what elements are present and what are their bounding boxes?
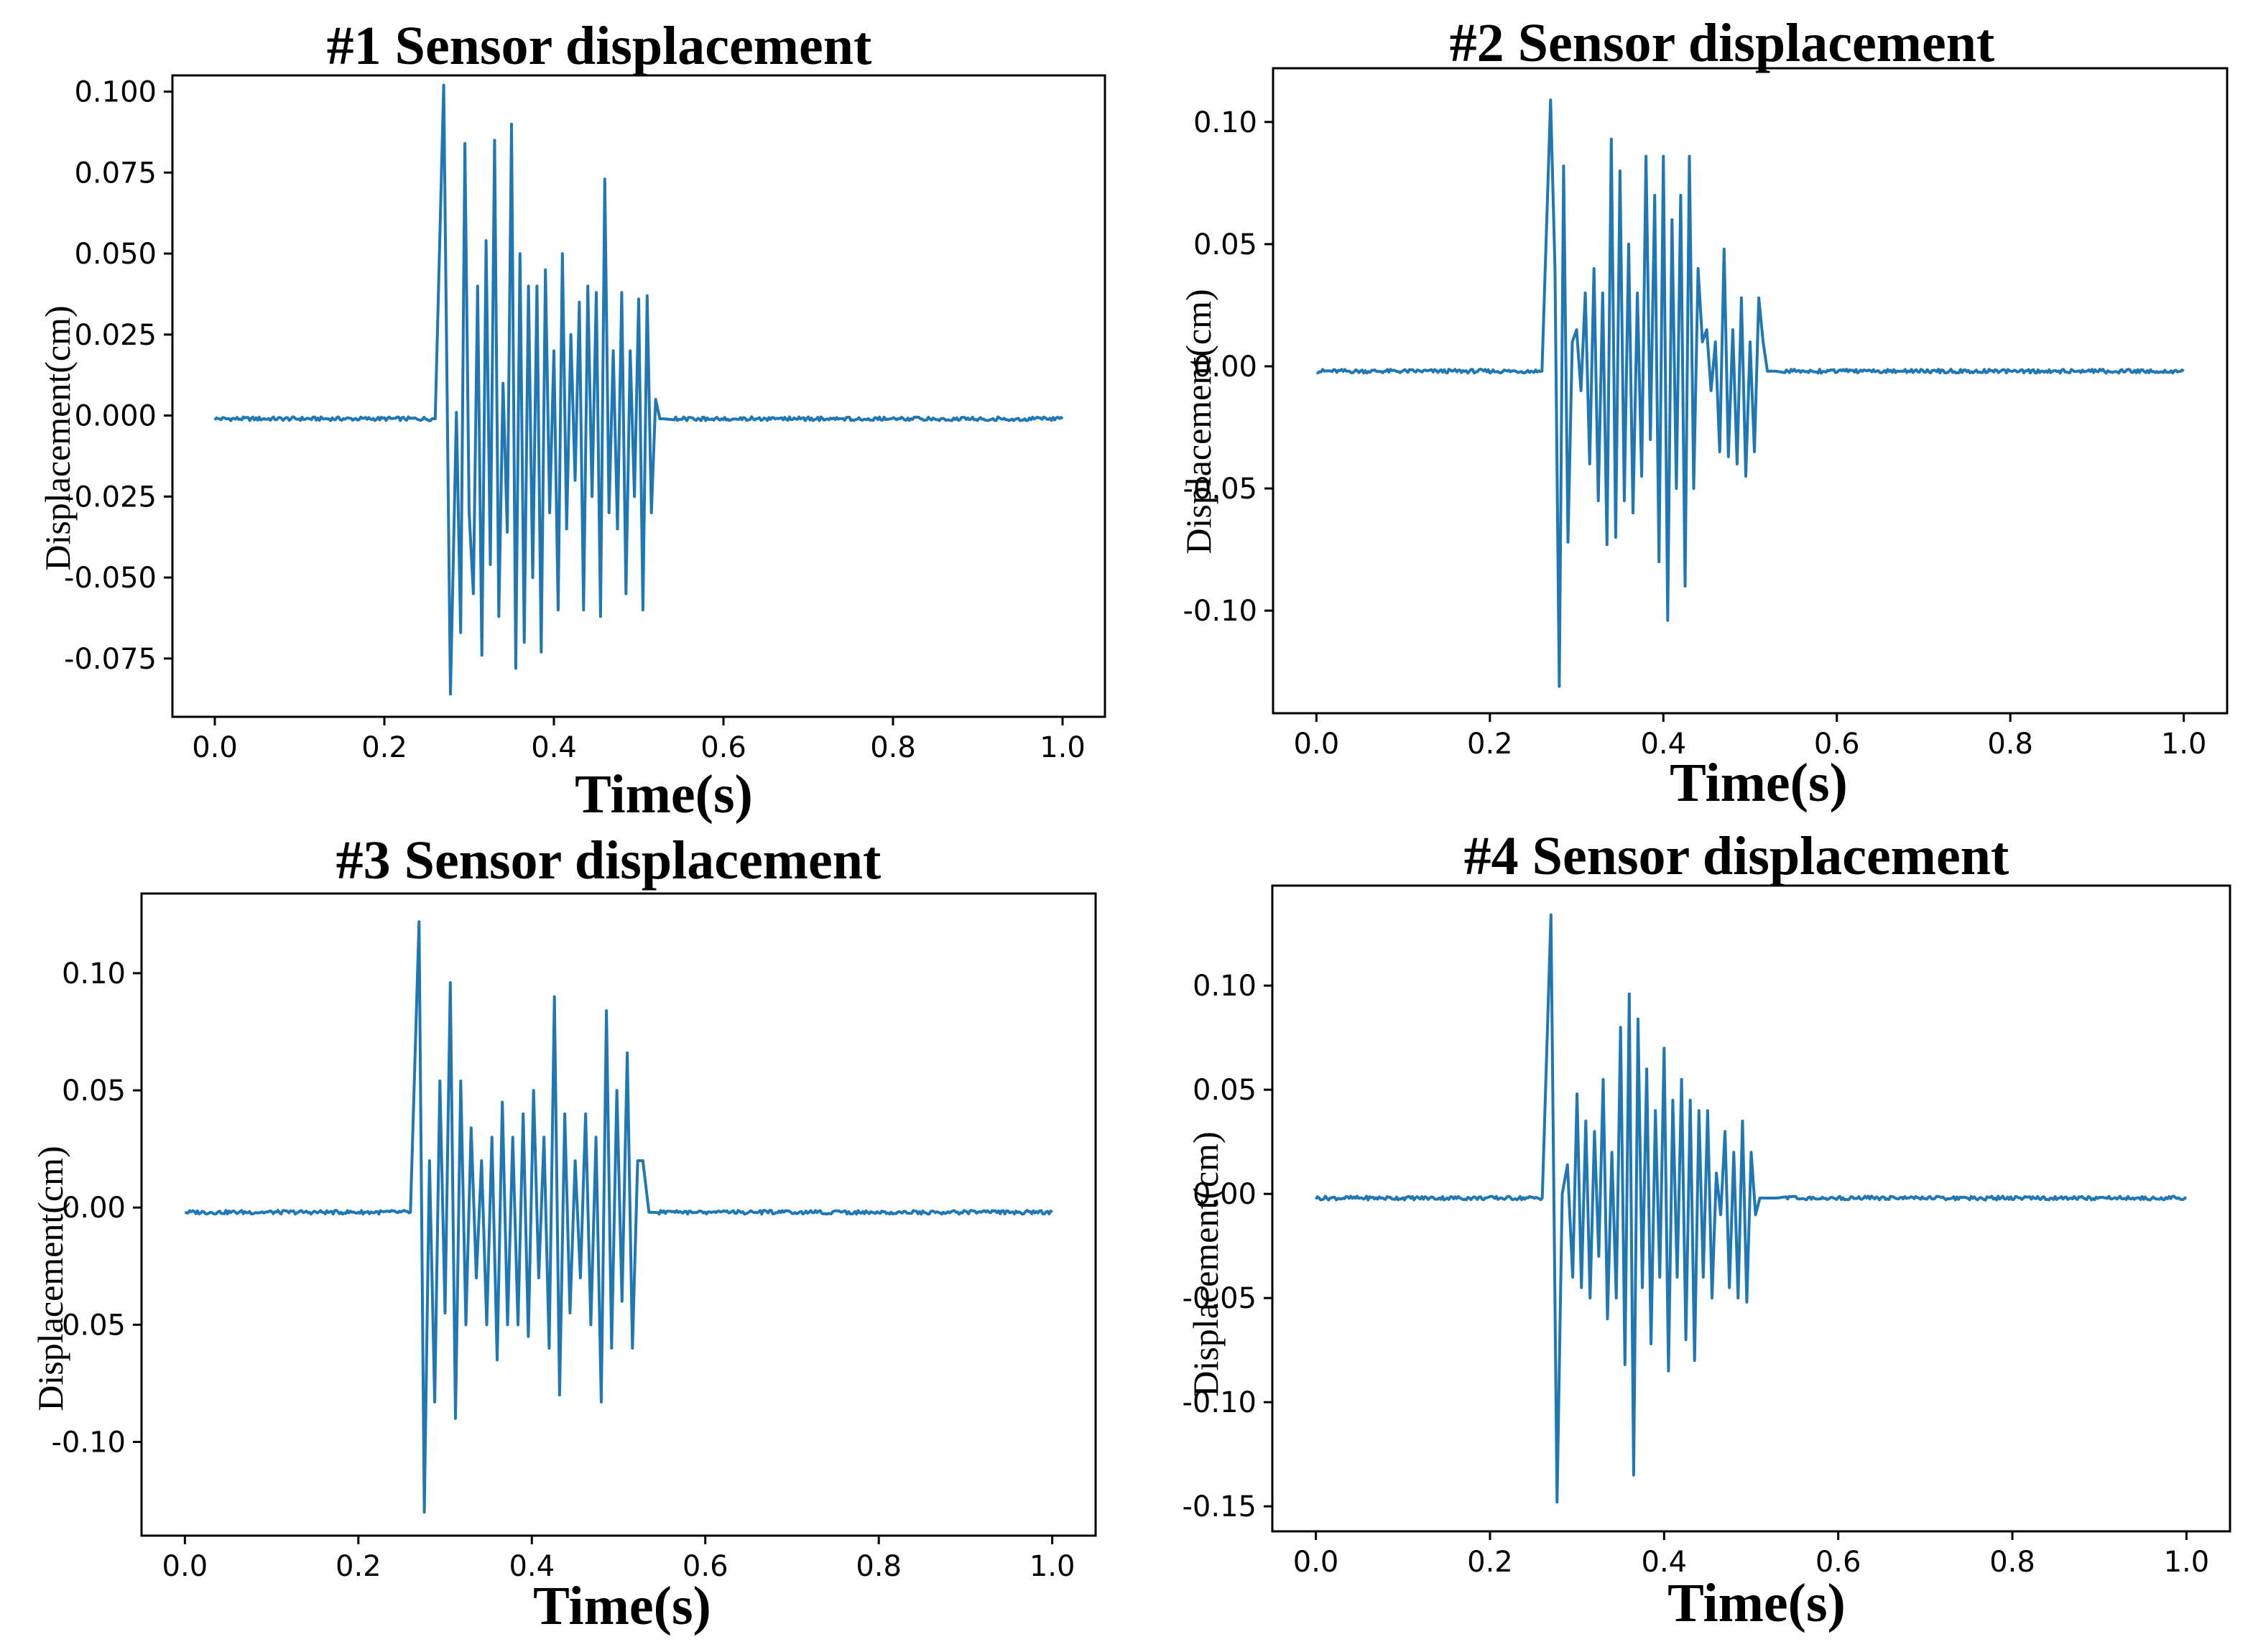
y-axis-label: Displacement(cm): [1178, 289, 1218, 554]
y-axis-label: Displacement(cm): [37, 305, 78, 571]
x-tick-label: 0.8: [1987, 728, 2033, 761]
x-tick-label: 0.2: [1467, 728, 1513, 761]
chart-panel-4: #4 Sensor displacement 0.0 0.2 0.4 0.6 0.8 1.…: [1126, 826, 2253, 1652]
y-tick-label: 0.00: [1193, 351, 1257, 384]
chart-title: #1 Sensor displacement: [326, 16, 872, 76]
data-line-series-1: [184, 920, 1053, 1514]
y-tick-label: -0.025: [64, 481, 157, 514]
y-tick-label: 0.05: [1193, 228, 1257, 261]
x-tick-label: 0.0: [162, 1550, 208, 1583]
plot-area: 0.0 0.2 0.4 0.6 0.8 1.0 0.100 0.075 0.050 0.025 0.…: [64, 74, 1106, 764]
x-tick-label: 0.0: [1293, 1546, 1339, 1579]
plot-area: 0.0 0.2 0.4 0.6 0.8 1.0 0.10 0.05 0.00 -0.05 -0.10: [1183, 67, 2229, 761]
data-line-series-1: [1314, 913, 2187, 1504]
x-tick-label: 0.2: [336, 1550, 381, 1583]
x-tick-label: 0.2: [1467, 1546, 1513, 1579]
plot-area: 0.0 0.2 0.4 0.6 0.8 1.0 0.10 0.05 0.00 0.05 -0.10: [52, 892, 1097, 1583]
plot-frame: [1271, 884, 2231, 1533]
y-tick-label: 0.000: [74, 400, 157, 433]
y-tick-label: -0.10: [52, 1426, 126, 1459]
x-tick-label: 0.2: [361, 731, 407, 764]
x-tick-label: 0.6: [700, 731, 746, 764]
y-tick-label: -0.10: [1183, 1386, 1257, 1419]
y-tick-label: 0.10: [1193, 970, 1257, 1003]
x-tick-label: 0.8: [1989, 1546, 2035, 1579]
x-tick-label: 0.8: [870, 731, 916, 764]
y-axis-label: Displacement(cm): [30, 1146, 70, 1411]
y-tick-label: 0.025: [74, 319, 157, 352]
x-tick-label: 1.0: [2161, 728, 2207, 761]
x-axis-label: Time(s): [575, 764, 753, 825]
x-axis-label: Time(s): [1670, 753, 1848, 813]
chart-title: #3 Sensor displacement: [336, 830, 882, 891]
x-tick-label: 0.4: [1640, 728, 1686, 761]
y-tick-label: 0.00: [62, 1192, 126, 1225]
y-tick-label: 0.05: [62, 1075, 126, 1108]
y-tick-label: -0.10: [1183, 595, 1258, 628]
x-axis-label: Time(s): [533, 1576, 711, 1636]
x-axis-label: Time(s): [1667, 1573, 1846, 1633]
plot-frame: [171, 74, 1106, 718]
x-tick-label: 0.4: [531, 731, 577, 764]
x-tick-label: 0.0: [1294, 728, 1340, 761]
x-tick-label: 1.0: [1030, 1550, 1075, 1583]
plot-frame: [140, 892, 1097, 1537]
x-tick-label: 1.0: [1040, 731, 1086, 764]
y-tick-label: 0.100: [74, 76, 157, 109]
plot-frame: [1272, 67, 2229, 715]
x-tick-label: 0.0: [192, 731, 238, 764]
x-tick-label: 0.4: [1642, 1546, 1688, 1579]
x-tick-label: 0.6: [683, 1550, 728, 1583]
data-line-series-1: [1316, 98, 2185, 688]
x-tick-label: 0.4: [509, 1550, 555, 1583]
y-tick-label: 0.10: [1193, 106, 1257, 139]
y-tick-label: 0.00: [1193, 1178, 1257, 1211]
chart-panel-3: #3 Sensor displacement 0.0 0.2 0.4 0.6 0.8 1.…: [0, 826, 1126, 1652]
x-tick-label: 1.0: [2164, 1546, 2210, 1579]
chart-panel-2: #2 Sensor displacement 0.0 0.2 0.4 0.6 0.8 1.…: [1126, 0, 2253, 826]
chart-title: #4 Sensor displacement: [1463, 826, 2009, 886]
y-tick-label: 0.050: [74, 238, 157, 271]
y-tick-label: -0.05: [1183, 1282, 1257, 1315]
x-tick-label: 0.6: [1815, 1546, 1861, 1579]
y-tick-label: -0.05: [1183, 473, 1258, 506]
plot-area: 0.0 0.2 0.4 0.6 0.8 1.0 0.10 0.05 0.00 -0.05 -0.10…: [1183, 884, 2231, 1579]
y-tick-label: 0.10: [62, 957, 126, 990]
y-tick-label: -0.075: [64, 643, 157, 676]
x-tick-label: 0.8: [856, 1550, 902, 1583]
chart-title: #2 Sensor displacement: [1449, 13, 1995, 73]
y-tick-label: -0.15: [1183, 1490, 1257, 1523]
y-tick-label: 0.05: [62, 1309, 126, 1342]
data-line-series-1: [213, 83, 1064, 696]
x-tick-label: 0.6: [1814, 728, 1860, 761]
y-tick-label: 0.075: [74, 157, 157, 190]
y-axis-label: Displacement(cm): [1185, 1131, 1226, 1397]
y-tick-label: -0.050: [64, 562, 157, 595]
chart-panel-1: #1 Sensor displacement 0.0 0.2 0.4 0.6 0.8 1.…: [0, 0, 1126, 826]
y-tick-label: 0.05: [1193, 1074, 1257, 1107]
